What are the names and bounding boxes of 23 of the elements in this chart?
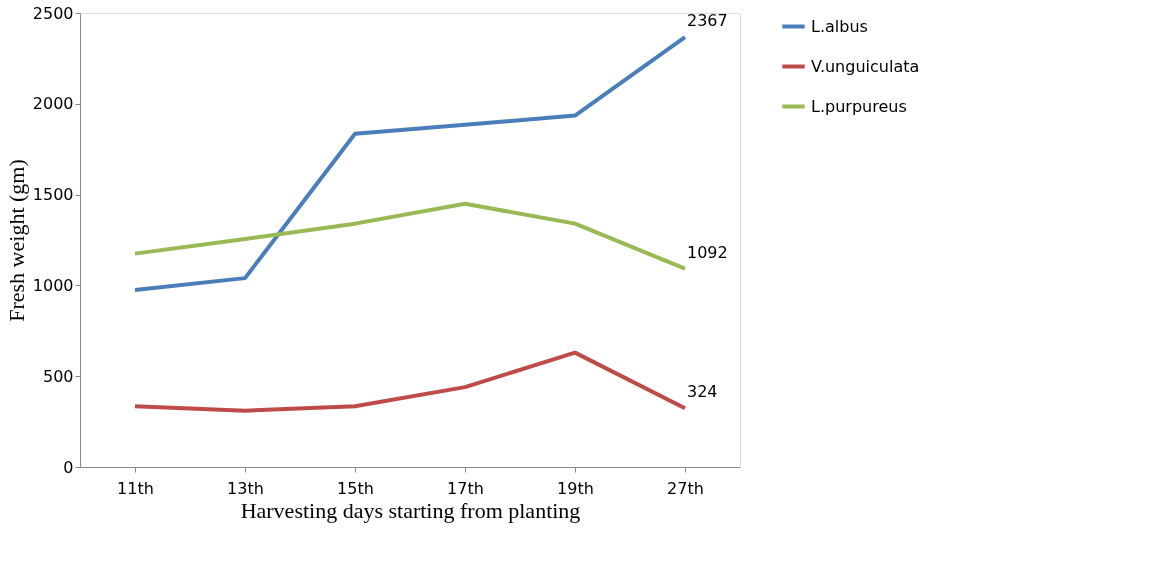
- x-tick-label: 19th: [557, 478, 594, 498]
- line-series: [133, 201, 687, 271]
- data-label: 324: [687, 382, 718, 402]
- line-series: [133, 35, 687, 292]
- x-tick-label: 17th: [447, 478, 484, 498]
- x-tick-label: 11th: [117, 478, 154, 498]
- y-tick-label: 1500: [32, 185, 74, 205]
- legend-label: L.purpureus: [811, 96, 907, 116]
- y-tick-label: 500: [42, 366, 74, 386]
- y-axis-title: Fresh weight (gm): [3, 159, 29, 322]
- x-tick-label: 27th: [667, 478, 704, 498]
- legend-label: L.albus: [811, 16, 868, 36]
- x-axis-title: Harvesting days starting from planting: [240, 497, 581, 523]
- legend-label: V.unguiculata: [811, 56, 920, 76]
- data-label: 1092: [687, 242, 728, 262]
- x-tick-label: 13th: [227, 478, 264, 498]
- data-label: 2367: [687, 11, 728, 31]
- y-tick-label: 1000: [32, 275, 74, 295]
- x-tick-label: 15th: [337, 478, 374, 498]
- y-tick-label: 2500: [32, 3, 74, 23]
- y-tick-label: 0: [63, 457, 74, 477]
- y-tick-label: 2000: [32, 94, 74, 114]
- line-series: [133, 350, 687, 413]
